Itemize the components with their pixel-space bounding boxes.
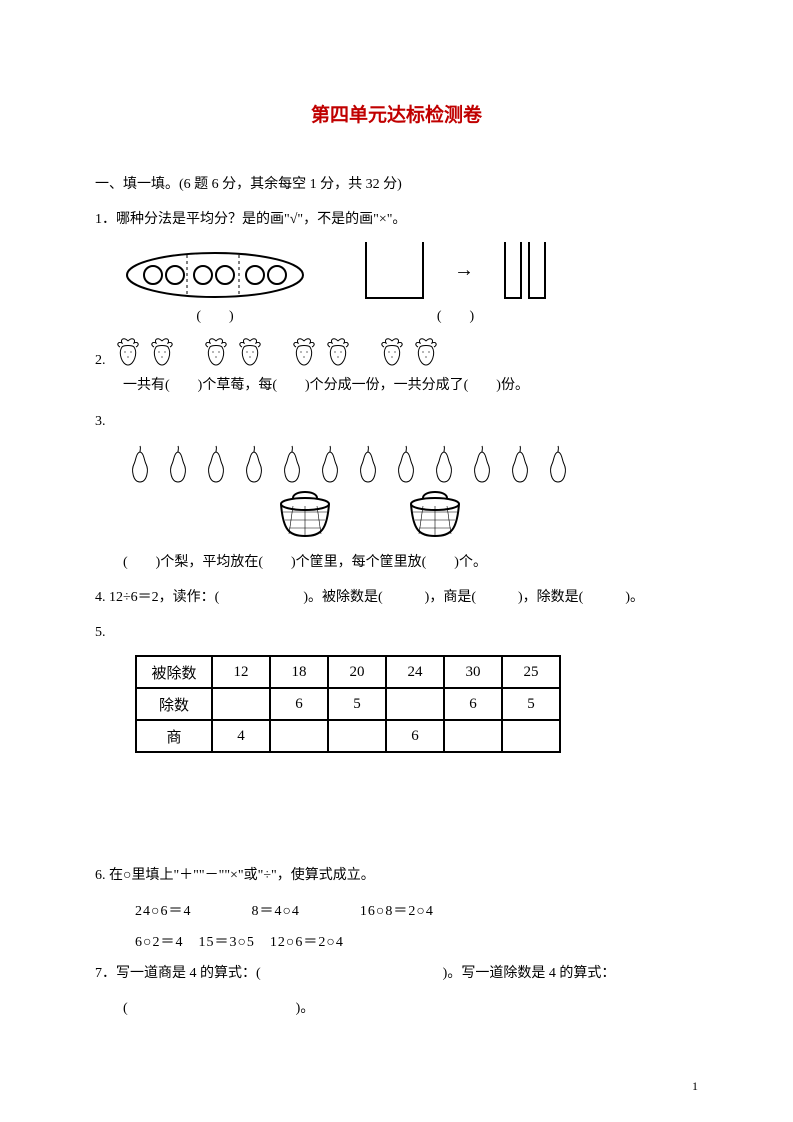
q3-number: 3.: [95, 409, 698, 434]
pear-icon: [467, 444, 497, 486]
cup-narrow-group: [504, 242, 546, 299]
q3-basket-row: [275, 492, 698, 540]
q2-strawberry-row: [114, 335, 440, 367]
q4-text: 4. 12÷6＝2，读作：( )。被除数是( )，商是( )，除数是( )。: [95, 585, 698, 610]
strawberry-icon: [324, 335, 352, 367]
strawberry-icon: [378, 335, 406, 367]
basket-icon: [405, 492, 465, 540]
table-cell: 12: [212, 656, 270, 688]
table-cell: [328, 720, 386, 752]
page: 第四单元达标检测卷 一、填一填。(6 题 6 分，其余每空 1 分，共 32 分…: [0, 0, 793, 1071]
table-cell: [502, 720, 560, 752]
table-cell: 6: [270, 688, 328, 720]
strawberry-icon: [148, 335, 176, 367]
table-cell: [444, 720, 502, 752]
table-cell: [212, 688, 270, 720]
pear-icon: [391, 444, 421, 486]
strawberry-pair: [114, 335, 176, 367]
q3-pear-row: [125, 444, 698, 486]
page-title: 第四单元达标检测卷: [95, 100, 698, 127]
table-cell: 20: [328, 656, 386, 688]
table-header: 被除数: [136, 656, 212, 688]
q5-table: 被除数 12 18 20 24 30 25 除数 6 5 6 5 商 4 6: [135, 655, 561, 753]
table-cell: 4: [212, 720, 270, 752]
page-number: 1: [692, 1079, 698, 1094]
table-cell: 6: [444, 688, 502, 720]
table-cell: 18: [270, 656, 328, 688]
q1-ellipse-group: ( ): [125, 250, 305, 325]
cup-narrow-icon: [528, 242, 546, 299]
table-cell: [386, 688, 444, 720]
strawberry-icon: [290, 335, 318, 367]
cup-wide-icon: [365, 242, 424, 299]
q1-figure-row: ( ) → ( ): [125, 242, 698, 325]
basket-icon: [275, 492, 335, 540]
table-cell: 5: [502, 688, 560, 720]
table-row: 除数 6 5 6 5: [136, 688, 560, 720]
strawberry-icon: [114, 335, 142, 367]
pear-icon: [239, 444, 269, 486]
cup-narrow-icon: [504, 242, 522, 299]
table-row: 被除数 12 18 20 24 30 25: [136, 656, 560, 688]
table-header: 商: [136, 720, 212, 752]
q5-number: 5.: [95, 620, 698, 645]
strawberry-icon: [412, 335, 440, 367]
q1-cups-group: → ( ): [365, 242, 546, 325]
q6-row2: 6○2＝4 15＝3○5 12○6＝2○4: [95, 930, 698, 955]
pear-icon: [201, 444, 231, 486]
q7-line2: ( )。: [95, 996, 698, 1021]
table-cell: 25: [502, 656, 560, 688]
q2-text: 一共有( )个草莓，每( )个分成一份，一共分成了( )份。: [95, 373, 698, 398]
pear-icon: [353, 444, 383, 486]
section-heading: 一、填一填。(6 题 6 分，其余每空 1 分，共 32 分): [95, 172, 698, 197]
strawberry-pair: [202, 335, 264, 367]
pear-icon: [163, 444, 193, 486]
arrow-right-icon: →: [454, 259, 474, 282]
strawberry-pair: [378, 335, 440, 367]
blank-paren: ( ): [125, 305, 305, 325]
pear-icon: [125, 444, 155, 486]
q1-text: 1．哪种分法是平均分？是的画"√"，不是的画"×"。: [95, 207, 698, 232]
ellipse-circles-icon: [125, 250, 305, 300]
table-header: 除数: [136, 688, 212, 720]
q2-number: 2.: [95, 348, 106, 373]
q3-text: ( )个梨，平均放在( )个筐里，每个筐里放( )个。: [95, 550, 698, 575]
q6-row1: 24○6＝4 8＝4○4 16○8＝2○4: [95, 899, 698, 924]
strawberry-icon: [202, 335, 230, 367]
pear-icon: [505, 444, 535, 486]
pear-icon: [429, 444, 459, 486]
table-row: 商 4 6: [136, 720, 560, 752]
pear-icon: [543, 444, 573, 486]
table-cell: 24: [386, 656, 444, 688]
table-cell: [270, 720, 328, 752]
table-cell: 6: [386, 720, 444, 752]
q7-line1: 7．写一道商是 4 的算式：( )。写一道除数是 4 的算式：: [95, 961, 698, 986]
pear-icon: [315, 444, 345, 486]
blank-paren: ( ): [365, 305, 546, 325]
strawberry-pair: [290, 335, 352, 367]
strawberry-icon: [236, 335, 264, 367]
q6-text: 6. 在○里填上"＋""－""×"或"÷"，使算式成立。: [95, 863, 698, 888]
table-cell: 30: [444, 656, 502, 688]
pear-icon: [277, 444, 307, 486]
table-cell: 5: [328, 688, 386, 720]
